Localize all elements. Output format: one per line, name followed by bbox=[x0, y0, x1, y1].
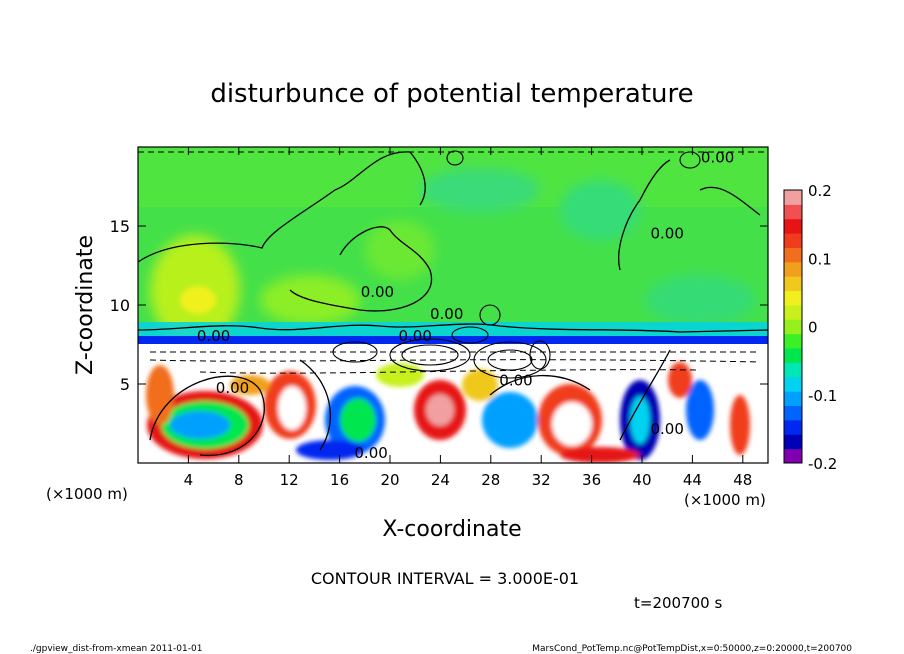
colorbar-swatch bbox=[784, 434, 802, 450]
contour-label: 0.00 bbox=[216, 379, 249, 397]
contour-label: 0.00 bbox=[430, 305, 463, 323]
field-patch-4 bbox=[420, 168, 540, 212]
contour-label: 0.00 bbox=[361, 283, 394, 301]
colorbar-swatch bbox=[784, 319, 802, 335]
contour-label: 0.00 bbox=[650, 420, 683, 438]
contour-label: 0.00 bbox=[499, 371, 532, 389]
x-axis: 4 8 12 16 20 24 28 32 36 40 44 48 bbox=[184, 147, 752, 489]
colorbar-swatch bbox=[784, 362, 802, 378]
footer-right: MarsCond_PotTemp.nc@PotTempDist,x=0:5000… bbox=[532, 644, 852, 654]
y-tick-label: 15 bbox=[110, 217, 130, 236]
x-tick-label: 4 bbox=[184, 471, 194, 489]
colorbar-swatch bbox=[784, 304, 802, 320]
colorbar-swatch bbox=[784, 204, 802, 220]
colorbar-swatch bbox=[784, 218, 802, 234]
colorbar-tick-label: -0.2 bbox=[808, 455, 837, 473]
x-tick-label: 8 bbox=[234, 471, 244, 489]
contour-label: 0.00 bbox=[701, 148, 734, 166]
footer-left: ./gpview_dist-from-xmean 2011-01-01 bbox=[30, 644, 202, 654]
x-tick-label: 36 bbox=[582, 471, 601, 489]
colorbar bbox=[784, 190, 802, 464]
field-band-cyan bbox=[138, 322, 768, 336]
x-tick-label: 16 bbox=[330, 471, 349, 489]
field-patch-6 bbox=[365, 220, 435, 280]
x-unit-right: (×1000 m) bbox=[684, 491, 766, 509]
chart-title: disturbunce of potential temperature bbox=[210, 79, 693, 109]
colorbar-ticks: 0.2 0.1 0 -0.1 -0.2 bbox=[808, 182, 837, 473]
x-axis-label: X-coordinate bbox=[382, 517, 521, 542]
field-band-blue bbox=[138, 336, 768, 344]
contour-lines-dashed bbox=[138, 151, 768, 374]
colorbar-swatch bbox=[784, 261, 802, 277]
y-tick-label: 10 bbox=[110, 296, 130, 315]
colorbar-tick-label: -0.1 bbox=[808, 387, 837, 405]
colorbar-tick-label: 0.1 bbox=[808, 250, 832, 268]
colorbar-swatch bbox=[784, 376, 802, 392]
y-tick-label: 5 bbox=[120, 375, 130, 394]
colorbar-swatch bbox=[784, 333, 802, 349]
x-tick-label: 12 bbox=[280, 471, 299, 489]
colorbar-tick-label: 0.2 bbox=[808, 182, 832, 200]
x-tick-label: 20 bbox=[380, 471, 399, 489]
field-patch-3 bbox=[560, 180, 640, 240]
colorbar-swatch bbox=[784, 448, 802, 464]
contour-label: 0.00 bbox=[197, 327, 230, 345]
colorbar-frame bbox=[783, 189, 803, 464]
x-unit-left: (×1000 m) bbox=[46, 485, 128, 503]
contour-interval-note: CONTOUR INTERVAL = 3.000E-01 bbox=[311, 569, 579, 588]
colorbar-swatch bbox=[784, 405, 802, 421]
colorbar-swatch bbox=[784, 276, 802, 292]
contour-labels: 0.00 0.00 0.00 0.00 0.00 0.00 0.00 0.00 0.00 0.00 bbox=[197, 148, 734, 461]
colorbar-swatch bbox=[784, 247, 802, 263]
x-tick-label: 32 bbox=[532, 471, 551, 489]
x-tick-label: 24 bbox=[431, 471, 450, 489]
eddies bbox=[146, 362, 750, 463]
y-axis-label: Z-coordinate bbox=[73, 235, 98, 375]
contour-label: 0.00 bbox=[354, 444, 387, 462]
time-note: t=200700 s bbox=[634, 594, 722, 612]
x-tick-label: 48 bbox=[733, 471, 752, 489]
contour-label: 0.00 bbox=[650, 224, 683, 242]
colorbar-swatch bbox=[784, 348, 802, 363]
colorbar-swatch bbox=[784, 391, 802, 407]
field-positive-core bbox=[180, 286, 216, 314]
x-tick-label: 28 bbox=[481, 471, 500, 489]
y-axis: 5 10 15 bbox=[110, 217, 768, 394]
contour-lines bbox=[138, 151, 768, 456]
colorbar-tick-label: 0 bbox=[808, 319, 818, 337]
colorbar-swatch bbox=[784, 290, 802, 306]
colorbar-swatch bbox=[784, 419, 802, 435]
contour-label: 0.00 bbox=[398, 327, 431, 345]
field-patch-5 bbox=[645, 275, 755, 325]
x-tick-label: 40 bbox=[632, 471, 651, 489]
x-tick-label: 44 bbox=[683, 471, 702, 489]
contour-cluster bbox=[332, 150, 701, 379]
heatmap-field bbox=[138, 147, 768, 463]
colorbar-swatch bbox=[784, 190, 802, 205]
colorbar-swatch bbox=[784, 233, 802, 248]
